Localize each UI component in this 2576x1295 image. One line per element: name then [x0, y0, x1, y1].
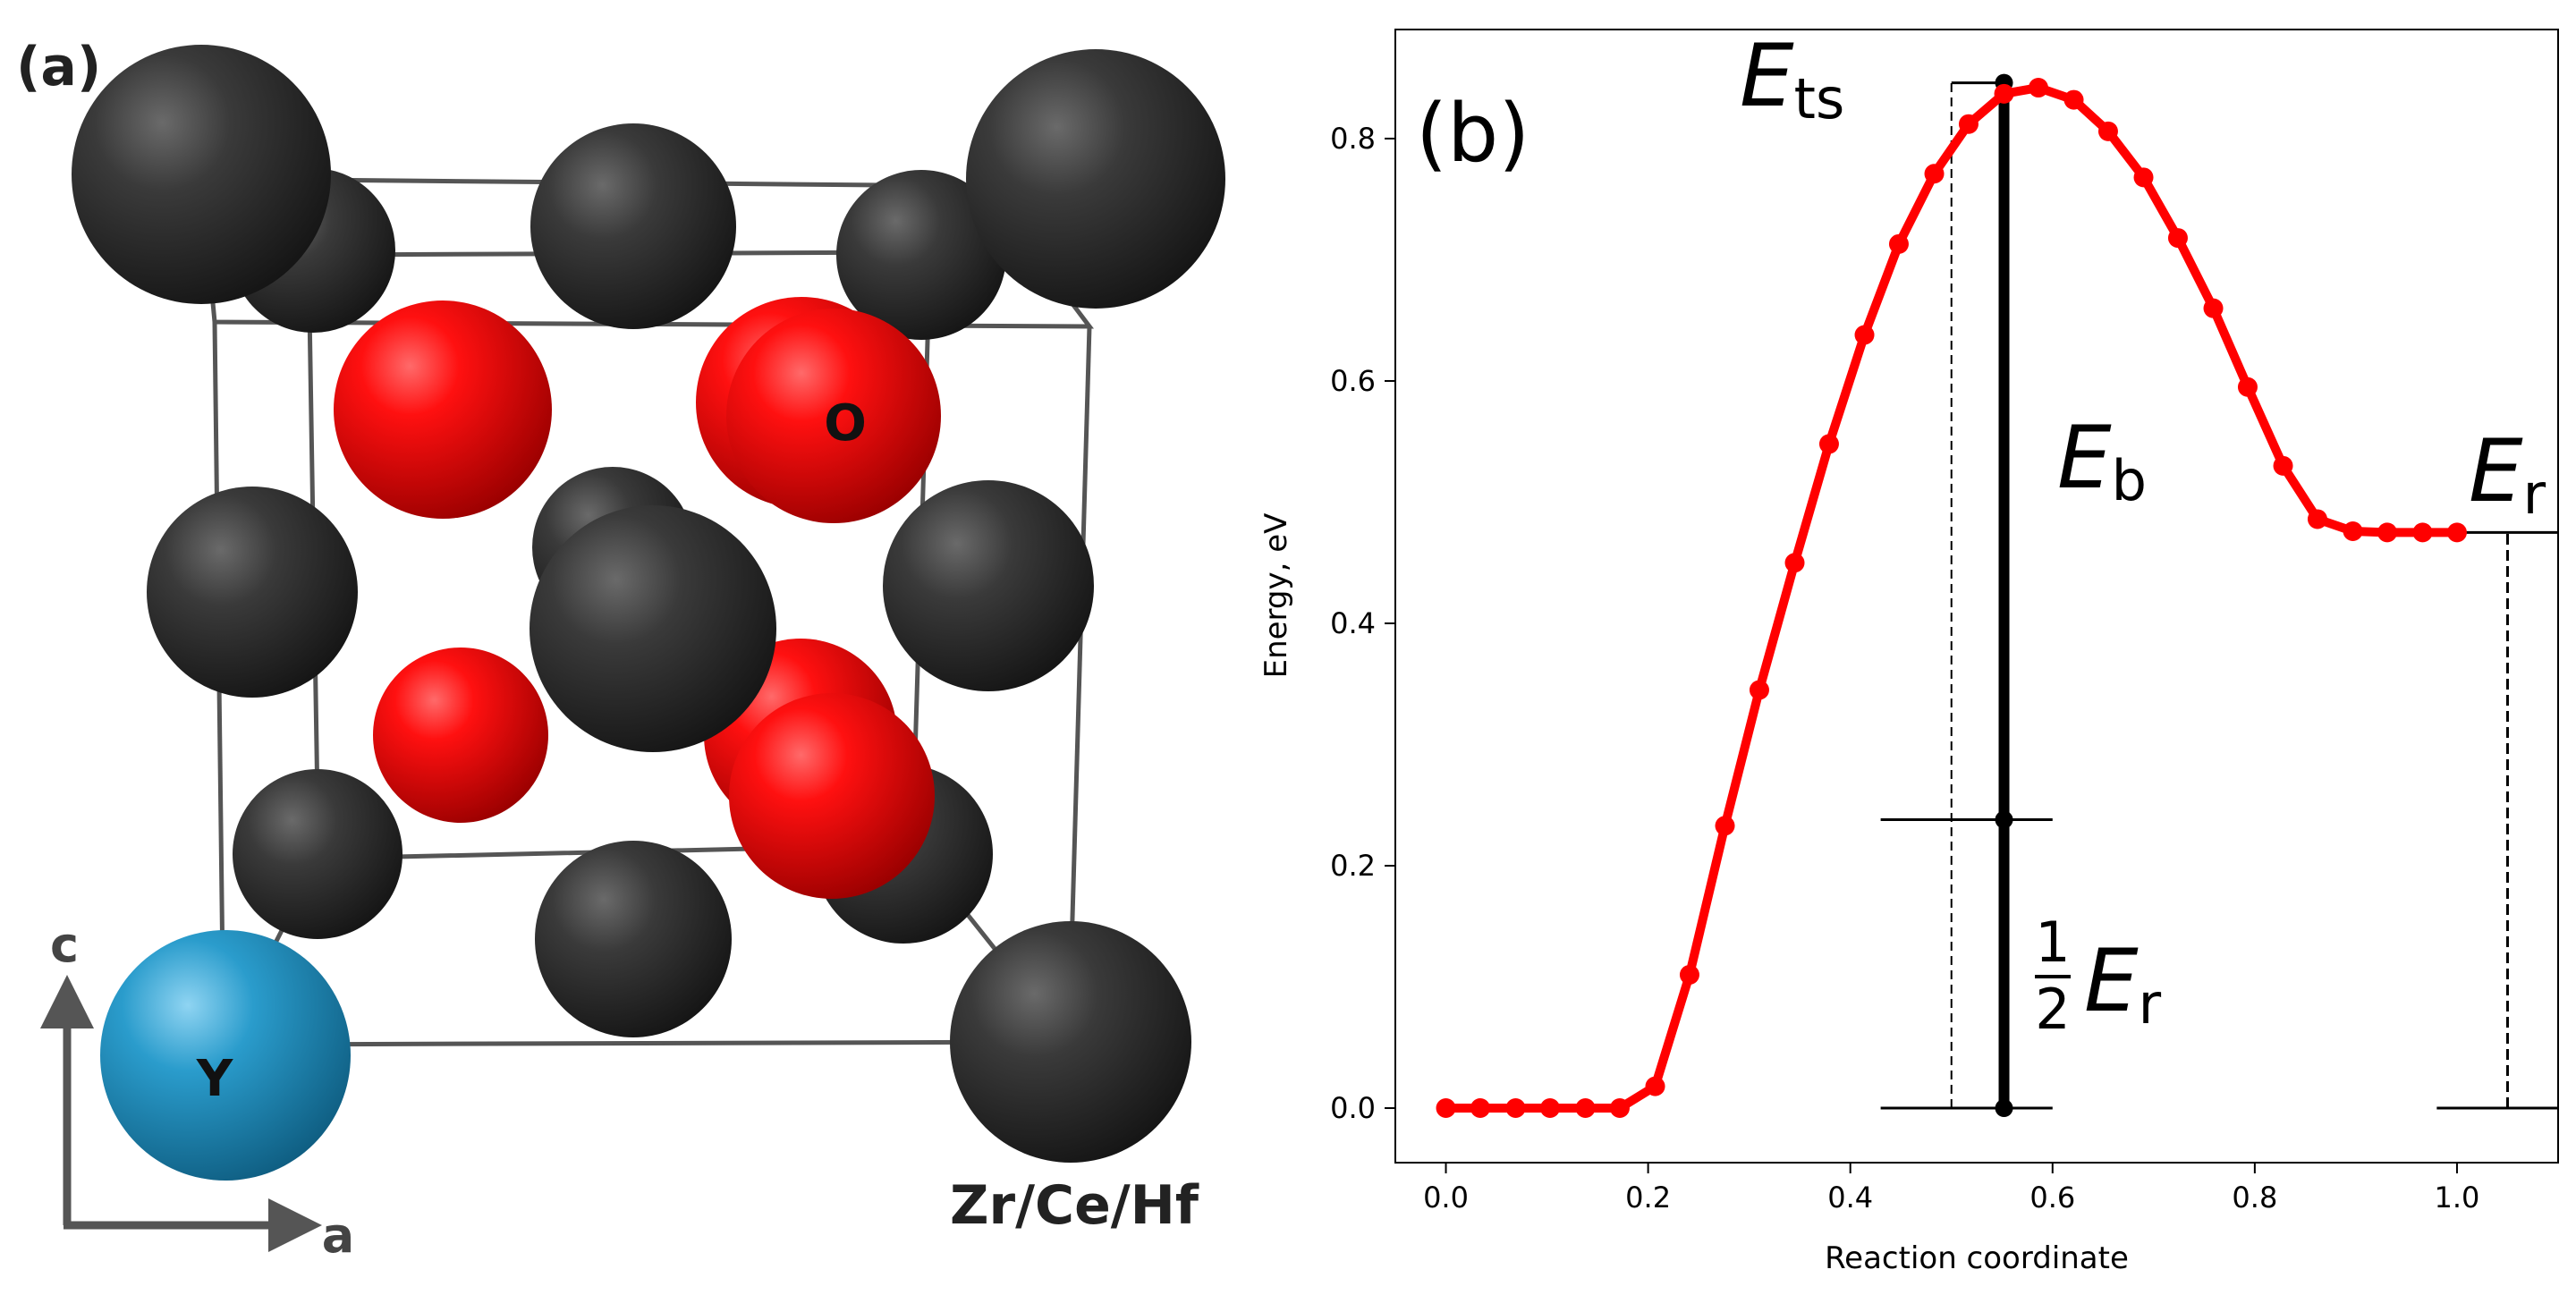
host-atom — [530, 505, 776, 752]
host-atom — [72, 45, 331, 304]
energy-data-point — [2237, 377, 2258, 397]
y-tick-label: 0.8 — [1330, 122, 1376, 156]
energy-data-point — [1436, 1098, 1456, 1119]
y-axis-label: Energy, eV — [1258, 513, 1294, 679]
host-atom — [836, 170, 1006, 340]
e-r-symbol: E — [2469, 421, 2523, 521]
e-ts-annotation: Ets — [1740, 26, 1844, 131]
c-axis-arrowhead — [40, 975, 94, 1028]
host-atom — [535, 841, 732, 1037]
half-e-r-text: Er — [2084, 931, 2162, 1037]
energy-data-point — [1854, 325, 1875, 345]
half-e-r-marker — [1995, 810, 2013, 829]
tick-layer: 0.0 0.2 0.4 0.6 0.8 1.0 0.0 0.2 0.4 0.6 0.8 — [1330, 122, 2479, 1215]
energy-data-point — [1924, 164, 1945, 184]
oxygen-atom — [729, 693, 935, 899]
atoms-front — [72, 45, 1225, 1181]
panel-a-label: (a) — [16, 36, 101, 98]
panel-b-label: (b) — [1416, 87, 1530, 181]
y-tick-label: 0.0 — [1330, 1091, 1376, 1125]
crystal-structure-panel: (a) — [16, 36, 1225, 1264]
x-tick-label: 0.8 — [2232, 1181, 2277, 1215]
reference-lines — [1880, 73, 2558, 1118]
host-atom — [233, 769, 402, 939]
x-tick-label: 0.0 — [1423, 1181, 1469, 1215]
energy-data-point — [1645, 1076, 1665, 1096]
yttrium-atom — [100, 930, 351, 1181]
energy-data-point — [1818, 434, 1839, 454]
energy-data-point — [1749, 680, 1769, 700]
a-axis-label: a — [322, 1207, 354, 1264]
host-atom — [147, 487, 358, 698]
energy-data-point — [1609, 1098, 1630, 1119]
e-r-annotation: Er — [2469, 421, 2546, 527]
energy-data-point — [1958, 114, 1979, 134]
host-atom — [883, 480, 1094, 691]
oxygen-atom — [726, 309, 941, 523]
energy-data-point — [1994, 83, 2014, 104]
host-element-label: Zr/Ce/Hf — [950, 1174, 1199, 1237]
x-tick-label: 0.6 — [2029, 1181, 2075, 1215]
oxygen-atom — [373, 648, 548, 823]
energy-data-point — [1715, 816, 1735, 836]
e-b-subscript: b — [2112, 448, 2147, 513]
x-tick-label: 0.2 — [1625, 1181, 1671, 1215]
baseline-marker — [1995, 1099, 2013, 1118]
e-b-symbol: E — [2057, 408, 2112, 508]
energy-data-point — [2203, 298, 2224, 318]
e-b-annotation: Eb — [2057, 408, 2147, 513]
e-ts-subscript: ts — [1794, 66, 1845, 131]
energy-data-point — [2097, 121, 2118, 141]
e-ts-symbol: E — [1740, 26, 1794, 126]
plot-frame — [1394, 29, 2559, 1164]
energy-data-point — [1470, 1098, 1490, 1119]
half-numerator: 1 — [2035, 910, 2070, 975]
oxygen-label: O — [824, 394, 867, 453]
energy-data-point — [2167, 228, 2188, 249]
half-e-r-subscript: r — [2139, 971, 2162, 1037]
energy-data-point — [1505, 1098, 1526, 1119]
host-atom — [530, 123, 736, 329]
yttrium-label: Y — [196, 1050, 234, 1108]
energy-data-point — [1539, 1098, 1560, 1119]
c-axis-label: c — [50, 917, 79, 973]
energy-data-point — [2273, 455, 2293, 476]
half-e-r-symbol: E — [2084, 931, 2139, 1031]
energy-data-point — [2063, 89, 2084, 110]
a-axis-arrowhead — [268, 1198, 322, 1252]
x-axis-label: Reaction coordinate — [1825, 1240, 2129, 1276]
half-denominator: 2 — [2035, 977, 2070, 1042]
energy-data-point — [1888, 233, 1909, 254]
energy-data-point — [2446, 522, 2467, 543]
y-tick-label: 0.4 — [1330, 606, 1376, 640]
e-r-subscript: r — [2523, 461, 2546, 527]
energy-data-point — [1784, 553, 1805, 573]
energy-data-point — [2133, 167, 2154, 188]
half-e-r-annotation: 1 2 Er — [2035, 910, 2162, 1042]
x-tick-label: 0.4 — [1827, 1181, 1873, 1215]
host-atom — [966, 49, 1225, 309]
lattice-axes: c a — [40, 917, 354, 1264]
energy-data-point — [1679, 964, 1699, 985]
energy-data-point — [2377, 522, 2397, 543]
x-tick-label: 1.0 — [2435, 1181, 2480, 1215]
energy-data-point — [2028, 78, 2048, 98]
energy-profile-chart: 0.0 0.2 0.4 0.6 0.8 1.0 0.0 0.2 0.4 0.6 0.8 (b) Re… — [1258, 26, 2559, 1276]
energy-data-point — [2412, 522, 2433, 543]
energy-data-point — [1575, 1098, 1596, 1119]
energy-data-point — [2307, 509, 2327, 529]
series-layer — [1436, 78, 2467, 1119]
host-atom — [950, 921, 1191, 1163]
energy-data-point — [2343, 521, 2363, 542]
y-tick-label: 0.2 — [1330, 849, 1376, 883]
oxygen-atom — [334, 300, 552, 519]
y-tick-label: 0.6 — [1330, 364, 1376, 398]
